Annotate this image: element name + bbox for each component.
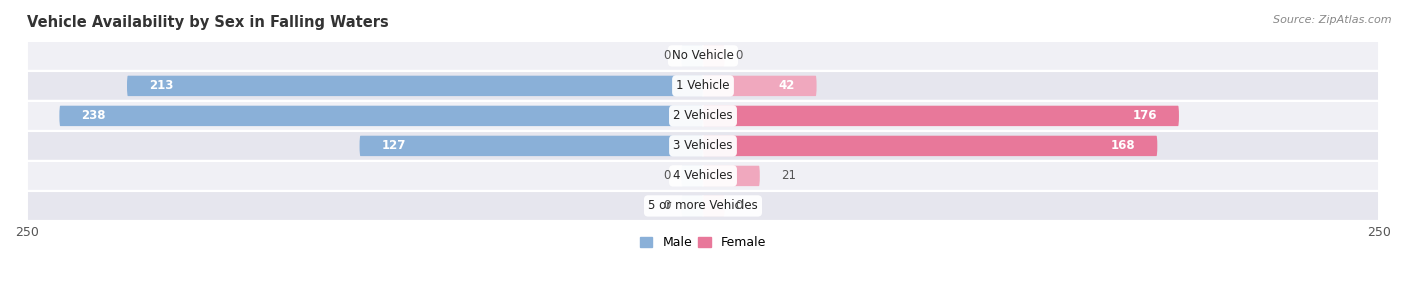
- Text: 0: 0: [735, 49, 742, 62]
- Text: Source: ZipAtlas.com: Source: ZipAtlas.com: [1274, 15, 1392, 25]
- FancyBboxPatch shape: [27, 191, 1379, 221]
- FancyBboxPatch shape: [682, 46, 703, 66]
- FancyBboxPatch shape: [703, 196, 724, 216]
- Text: 0: 0: [664, 49, 671, 62]
- Text: 0: 0: [664, 200, 671, 212]
- FancyBboxPatch shape: [703, 136, 1157, 156]
- FancyBboxPatch shape: [703, 106, 1180, 126]
- Text: 42: 42: [779, 79, 794, 92]
- Text: 5 or more Vehicles: 5 or more Vehicles: [648, 200, 758, 212]
- FancyBboxPatch shape: [127, 76, 703, 96]
- Text: 238: 238: [82, 110, 105, 122]
- FancyBboxPatch shape: [27, 71, 1379, 101]
- FancyBboxPatch shape: [27, 101, 1379, 131]
- FancyBboxPatch shape: [682, 166, 703, 186]
- Text: 21: 21: [782, 170, 796, 182]
- Text: 127: 127: [381, 140, 405, 152]
- FancyBboxPatch shape: [703, 166, 759, 186]
- FancyBboxPatch shape: [703, 46, 724, 66]
- Text: 1 Vehicle: 1 Vehicle: [676, 79, 730, 92]
- Text: No Vehicle: No Vehicle: [672, 49, 734, 62]
- Text: 176: 176: [1133, 110, 1157, 122]
- Text: 2 Vehicles: 2 Vehicles: [673, 110, 733, 122]
- FancyBboxPatch shape: [682, 196, 703, 216]
- Text: 3 Vehicles: 3 Vehicles: [673, 140, 733, 152]
- FancyBboxPatch shape: [27, 131, 1379, 161]
- Legend: Male, Female: Male, Female: [636, 231, 770, 254]
- FancyBboxPatch shape: [27, 161, 1379, 191]
- Text: 0: 0: [664, 170, 671, 182]
- FancyBboxPatch shape: [703, 76, 817, 96]
- Text: 0: 0: [735, 200, 742, 212]
- Text: 213: 213: [149, 79, 173, 92]
- FancyBboxPatch shape: [360, 136, 703, 156]
- Text: Vehicle Availability by Sex in Falling Waters: Vehicle Availability by Sex in Falling W…: [27, 15, 388, 30]
- FancyBboxPatch shape: [59, 106, 703, 126]
- Text: 168: 168: [1111, 140, 1136, 152]
- Text: 4 Vehicles: 4 Vehicles: [673, 170, 733, 182]
- FancyBboxPatch shape: [27, 41, 1379, 71]
